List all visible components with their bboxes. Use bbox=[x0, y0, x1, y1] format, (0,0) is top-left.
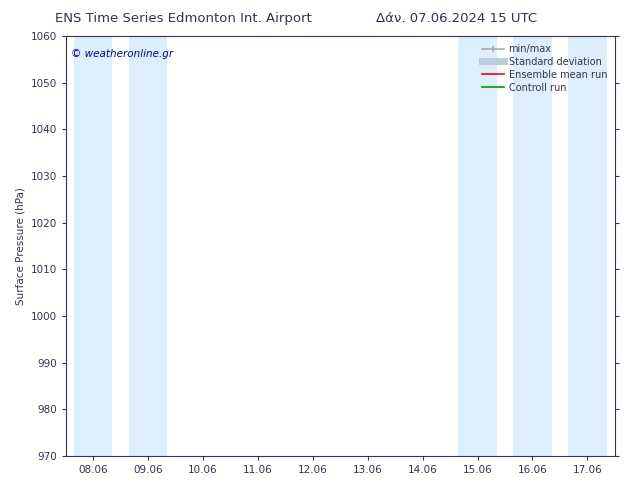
Bar bbox=[74, 36, 112, 456]
Bar bbox=[458, 36, 497, 456]
Y-axis label: Surface Pressure (hPa): Surface Pressure (hPa) bbox=[15, 187, 25, 305]
Legend: min/max, Standard deviation, Ensemble mean run, Controll run: min/max, Standard deviation, Ensemble me… bbox=[479, 41, 610, 96]
Text: ENS Time Series Edmonton Int. Airport: ENS Time Series Edmonton Int. Airport bbox=[56, 12, 312, 25]
Text: Δάν. 07.06.2024 15 UTC: Δάν. 07.06.2024 15 UTC bbox=[376, 12, 537, 25]
Bar bbox=[514, 36, 552, 456]
Bar bbox=[568, 36, 607, 456]
Bar bbox=[129, 36, 167, 456]
Text: © weatheronline.gr: © weatheronline.gr bbox=[71, 49, 174, 59]
